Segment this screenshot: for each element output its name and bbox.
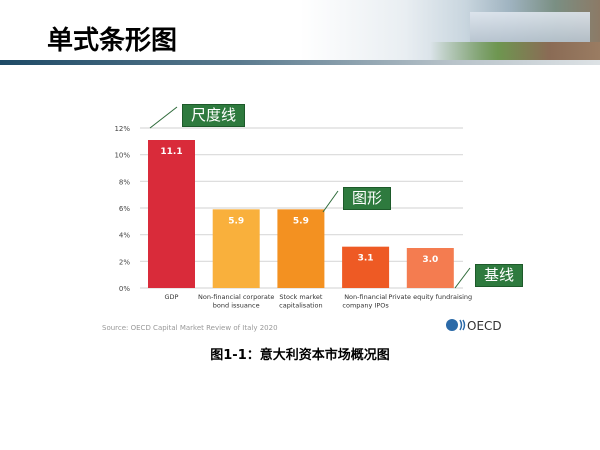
y-tick-label: 4% [119,232,130,240]
x-category-label: Non-financial [344,293,387,301]
header-divider [0,60,600,65]
bar-value-label: 3.1 [358,254,374,264]
y-tick-label: 6% [119,205,130,213]
x-category-label: bond issuance [213,302,260,310]
x-category-label: Stock market [279,293,323,301]
header-landscape-image [430,42,600,60]
header-building-image [470,12,590,42]
callout-scale-line: 尺度线 [182,104,246,127]
x-category-label: capitalisation [279,302,322,310]
bar-value-label: 5.9 [293,216,309,226]
x-category-label: Private equity fundraising [388,293,472,301]
bar [342,246,390,288]
baseline-pointer [454,267,471,289]
bar [148,140,195,288]
bar [212,209,260,288]
bar-value-label: 3.0 [422,255,438,265]
y-tick-label: 12% [114,125,130,133]
y-tick-label: 2% [119,258,130,266]
oecd-logo: OECD [446,319,502,333]
bar [277,209,325,288]
bar [406,248,454,288]
y-tick-label: 8% [119,178,130,186]
oecd-logo-text: OECD [467,319,502,333]
x-category-label: Non-financial corporate [198,293,274,301]
chart-source: Source: OECD Capital Market Review of It… [102,324,278,332]
x-category-label: GDP [165,293,179,301]
figure-caption: 图1-1：意大利资本市场概况图 [210,348,390,363]
bar-value-label: 11.1 [160,147,182,157]
x-category-label: company IPOs [342,302,389,310]
scale-line-pointer [149,106,178,129]
y-tick-label: 0% [119,285,130,293]
slide-title: 单式条形图 [47,26,178,56]
bar-value-label: 5.9 [228,216,244,226]
y-tick-label: 10% [114,152,130,160]
shape-pointer [322,190,339,213]
callout-shape: 图形 [343,187,392,210]
callout-baseline: 基线 [475,264,524,287]
